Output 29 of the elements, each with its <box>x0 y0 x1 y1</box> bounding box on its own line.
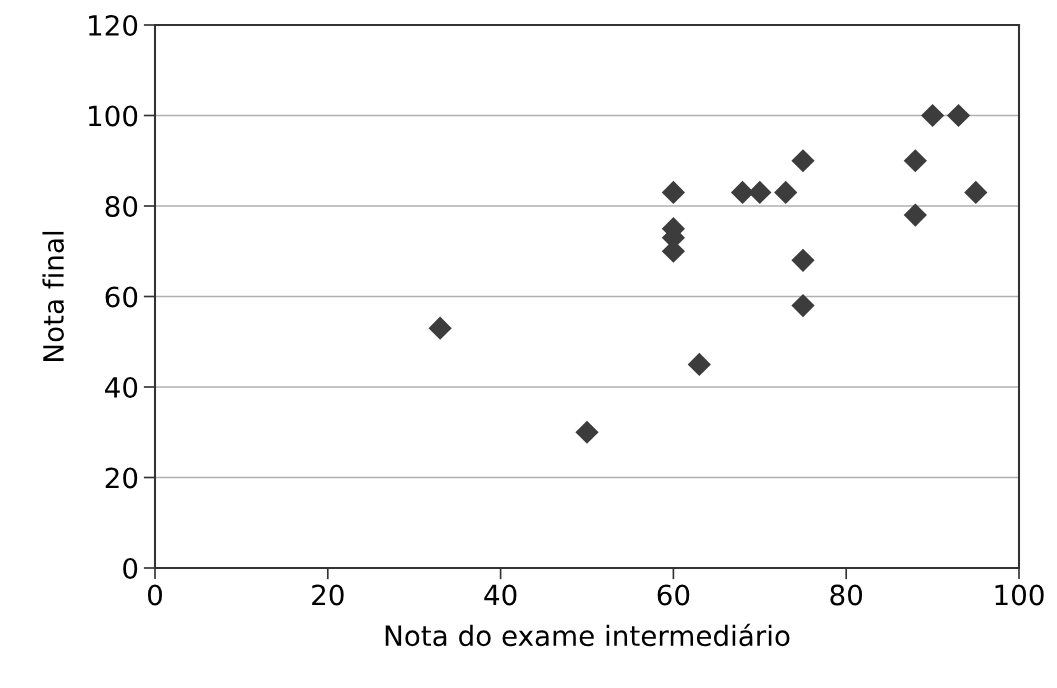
y-tick-label: 20 <box>105 467 138 489</box>
y-tick-label: 120 <box>89 14 138 36</box>
point <box>428 316 452 340</box>
y-tick-label: 40 <box>105 376 138 398</box>
point <box>774 180 798 205</box>
point <box>903 149 927 173</box>
point <box>791 248 815 272</box>
x-axis-title: Nota do exame intermediário <box>385 623 790 647</box>
point <box>964 180 988 205</box>
x-tick-label: 60 <box>657 584 690 606</box>
x-tick-label: 80 <box>830 584 863 606</box>
x-tick-label: 0 <box>147 584 162 606</box>
x-tick-label: 40 <box>484 584 517 606</box>
x-tick-label: 20 <box>312 584 344 606</box>
y-tick-label: 100 <box>89 105 138 127</box>
x-tick-label: 100 <box>995 584 1044 606</box>
point <box>661 180 686 205</box>
point <box>687 352 711 376</box>
point <box>575 420 599 444</box>
y-tick-label: 60 <box>105 286 138 308</box>
y-tick-label: 80 <box>105 195 138 217</box>
y-tick-label: 0 <box>123 557 138 579</box>
point <box>920 103 945 128</box>
point <box>903 203 927 227</box>
point <box>748 180 772 205</box>
point <box>791 293 815 318</box>
point <box>946 103 971 128</box>
point <box>791 149 815 173</box>
y-axis-title: Nota final <box>42 231 64 361</box>
